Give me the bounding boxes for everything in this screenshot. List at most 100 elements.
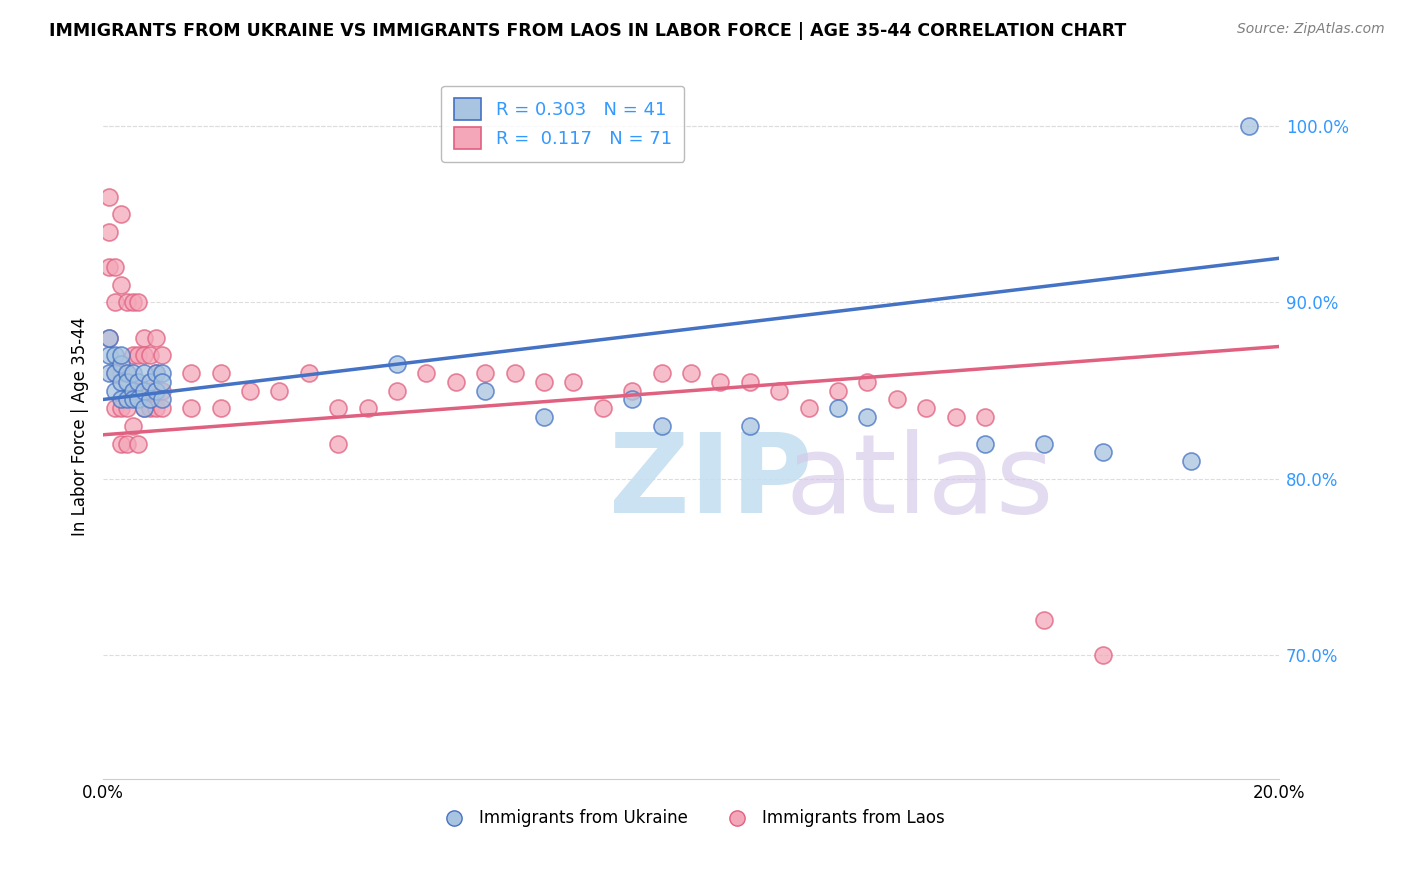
Point [269, 384, 291, 398]
Point [110, 357, 132, 371]
Point [385, 357, 408, 371]
Point [127, 295, 149, 310]
Point [115, 436, 138, 450]
Point [127, 384, 149, 398]
Point [886, 392, 908, 407]
Point [209, 401, 232, 416]
Point [1032, 613, 1054, 627]
Point [121, 348, 143, 362]
Point [768, 384, 790, 398]
Point [150, 401, 173, 416]
Point [592, 401, 614, 416]
Point [121, 384, 143, 398]
Point [134, 366, 156, 380]
Point [679, 366, 702, 380]
Point [738, 419, 761, 434]
Point [98, 189, 121, 203]
Point [115, 392, 138, 407]
Point [1091, 445, 1114, 459]
Point [974, 410, 997, 425]
Point [298, 366, 321, 380]
Point [827, 384, 849, 398]
Point [239, 384, 262, 398]
Point [98, 366, 121, 380]
Point [139, 384, 162, 398]
Point [797, 401, 820, 416]
Point [121, 295, 143, 310]
Point [709, 375, 731, 389]
Point [1239, 119, 1261, 133]
Point [651, 419, 673, 434]
Point [98, 348, 121, 362]
Text: ZIP: ZIP [609, 429, 813, 536]
Point [110, 436, 132, 450]
Point [145, 366, 167, 380]
Point [150, 348, 173, 362]
Text: Source: ZipAtlas.com: Source: ZipAtlas.com [1237, 22, 1385, 37]
Point [115, 366, 138, 380]
Point [104, 295, 127, 310]
Point [134, 331, 156, 345]
Point [621, 392, 644, 407]
Point [1032, 436, 1054, 450]
Point [651, 366, 673, 380]
Point [209, 366, 232, 380]
Point [357, 401, 380, 416]
Point [139, 348, 162, 362]
Point [134, 348, 156, 362]
Point [115, 375, 138, 389]
Point [974, 436, 997, 450]
Point [415, 366, 437, 380]
Point [139, 375, 162, 389]
Point [110, 207, 132, 221]
Point [98, 260, 121, 274]
Point [115, 401, 138, 416]
Point [503, 366, 526, 380]
Y-axis label: In Labor Force | Age 35-44: In Labor Force | Age 35-44 [72, 317, 89, 535]
Point [110, 366, 132, 380]
Point [328, 401, 350, 416]
Point [856, 375, 879, 389]
Text: IMMIGRANTS FROM UKRAINE VS IMMIGRANTS FROM LAOS IN LABOR FORCE | AGE 35-44 CORRE: IMMIGRANTS FROM UKRAINE VS IMMIGRANTS FR… [49, 22, 1126, 40]
Point [104, 348, 127, 362]
Point [104, 401, 127, 416]
Point [1091, 648, 1114, 663]
Point [110, 375, 132, 389]
Point [150, 392, 173, 407]
Point [145, 401, 167, 416]
Point [621, 384, 644, 398]
Point [945, 410, 967, 425]
Point [110, 392, 132, 407]
Point [150, 366, 173, 380]
Point [139, 401, 162, 416]
Point [127, 348, 149, 362]
Text: atlas: atlas [785, 429, 1053, 536]
Point [738, 375, 761, 389]
Point [115, 366, 138, 380]
Point [915, 401, 938, 416]
Point [98, 331, 121, 345]
Point [115, 295, 138, 310]
Point [562, 375, 585, 389]
Point [134, 401, 156, 416]
Point [180, 366, 202, 380]
Point [127, 375, 149, 389]
Point [145, 384, 167, 398]
Point [121, 392, 143, 407]
Point [444, 375, 467, 389]
Point [98, 331, 121, 345]
Point [127, 436, 149, 450]
Point [121, 384, 143, 398]
Point [328, 436, 350, 450]
Point [139, 392, 162, 407]
Point [150, 375, 173, 389]
Point [533, 410, 555, 425]
Point [104, 384, 127, 398]
Point [134, 401, 156, 416]
Point [1180, 454, 1202, 468]
Point [474, 366, 496, 380]
Point [180, 401, 202, 416]
Point [856, 410, 879, 425]
Point [104, 366, 127, 380]
Point [121, 366, 143, 380]
